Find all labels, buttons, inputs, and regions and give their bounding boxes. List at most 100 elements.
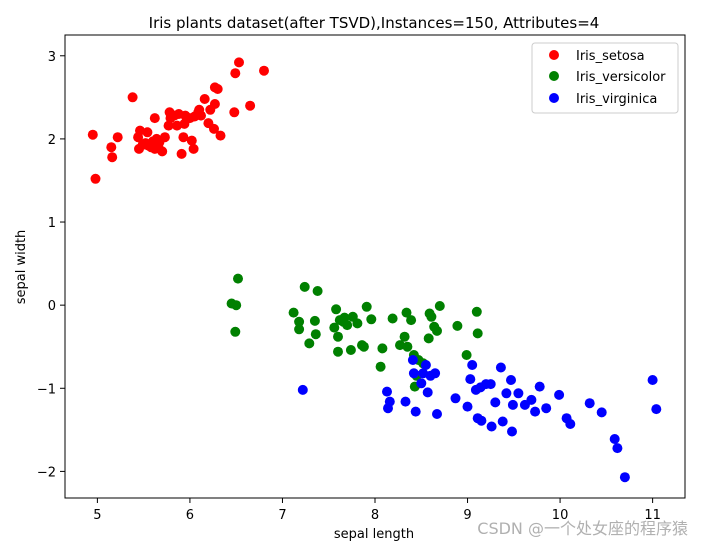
data-point: [87, 129, 98, 140]
y-tick-label: −1: [37, 382, 56, 397]
x-tick-label: 5: [93, 508, 101, 523]
data-point: [230, 326, 241, 337]
data-point: [420, 360, 431, 370]
data-point: [199, 94, 210, 104]
data-point: [329, 322, 340, 333]
legend: Iris_setosa Iris_versicolor Iris_virgini…: [531, 42, 679, 114]
series-iris-setosa: [87, 57, 269, 184]
data-point: [297, 384, 308, 395]
data-point: [462, 401, 473, 412]
data-point: [461, 350, 472, 360]
data-point: [149, 113, 160, 124]
data-point: [651, 404, 662, 415]
legend-marker-versicolor: [549, 71, 559, 81]
data-point: [352, 318, 363, 329]
data-point: [358, 341, 369, 352]
data-point: [229, 107, 240, 118]
data-point: [106, 142, 117, 153]
data-point: [215, 130, 226, 141]
data-point: [186, 135, 197, 146]
data-point: [565, 419, 576, 429]
data-point: [609, 434, 620, 444]
legend-label-setosa: Iris_setosa: [576, 49, 645, 64]
data-point: [312, 286, 323, 296]
data-point: [399, 331, 410, 342]
data-point: [426, 311, 437, 322]
data-point: [495, 362, 506, 373]
data-point: [366, 314, 377, 325]
data-point: [294, 324, 305, 335]
data-point: [188, 143, 199, 154]
data-point: [142, 127, 153, 138]
data-point: [432, 409, 442, 419]
data-point: [234, 57, 244, 68]
legend-marker-setosa: [549, 50, 559, 60]
data-point: [163, 120, 174, 131]
data-point: [410, 406, 421, 417]
data-point: [333, 331, 343, 342]
data-point: [231, 300, 242, 311]
data-point: [196, 110, 206, 121]
data-point: [513, 388, 524, 399]
data-points: [87, 57, 662, 483]
data-point: [467, 360, 478, 370]
x-tick-label: 11: [644, 508, 661, 523]
data-point: [541, 403, 552, 414]
data-point: [432, 325, 442, 336]
series-iris-virginica: [297, 355, 662, 483]
data-point: [159, 132, 170, 143]
data-point: [530, 406, 541, 417]
data-point: [294, 316, 305, 327]
data-point: [127, 92, 138, 103]
data-point: [507, 399, 518, 410]
data-point: [209, 99, 220, 109]
data-point: [596, 407, 607, 418]
data-point: [384, 396, 395, 407]
data-point: [647, 375, 658, 385]
x-tick-label: 10: [552, 508, 569, 523]
data-point: [342, 320, 353, 331]
data-point: [230, 68, 241, 79]
legend-label-virginica: Iris_virginica: [576, 92, 657, 107]
data-point: [476, 415, 487, 426]
data-point: [212, 84, 223, 94]
data-point: [490, 397, 501, 408]
data-point: [299, 281, 310, 292]
y-tick-label: 0: [48, 299, 56, 314]
data-point: [339, 312, 350, 323]
data-point: [526, 394, 537, 405]
data-point: [209, 123, 219, 134]
y-axis-label: sepal width: [14, 230, 29, 305]
data-point: [333, 346, 343, 357]
data-point: [534, 381, 545, 392]
data-point: [408, 368, 419, 379]
data-point: [486, 421, 497, 432]
data-point: [345, 345, 356, 355]
data-point: [471, 306, 482, 317]
y-tick-label: −2: [37, 465, 56, 480]
x-axis-label: sepal length: [334, 527, 414, 542]
data-point: [382, 386, 392, 397]
data-point: [612, 443, 623, 454]
data-point: [506, 375, 516, 385]
y-tick-label: 2: [48, 133, 56, 148]
data-point: [472, 328, 483, 339]
data-point: [331, 304, 342, 315]
data-point: [422, 387, 433, 398]
data-point: [377, 343, 388, 354]
data-point: [375, 361, 386, 372]
data-point: [288, 307, 299, 318]
data-point: [434, 301, 445, 311]
y-tick-label: 1: [48, 216, 56, 231]
data-point: [423, 333, 434, 344]
data-point: [554, 389, 565, 400]
data-point: [387, 313, 398, 324]
data-point: [450, 393, 461, 404]
y-tick-label: 3: [48, 50, 56, 65]
data-point: [501, 388, 512, 399]
data-point: [233, 273, 243, 284]
data-point: [507, 426, 517, 437]
legend-box: [531, 42, 679, 114]
data-point: [245, 100, 256, 111]
data-point: [497, 416, 508, 427]
